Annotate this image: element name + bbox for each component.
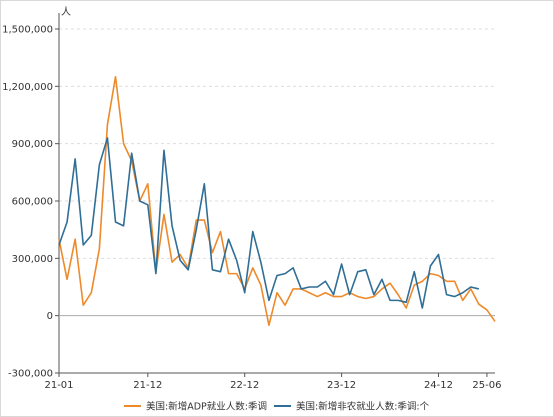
x-tick-labels: 21-01 21-12 22-12 23-12 24-12 25-06 [44,373,501,391]
y-tick-label: 300,000 [12,254,53,265]
y-tick-label: 900,000 [12,139,53,150]
y-tick-label: -300,000 [8,369,53,380]
x-tick-label: 23-12 [327,380,356,391]
x-tick-label: 24-12 [424,380,453,391]
legend-label-adp: 美国:新增ADP就业人数:季调 [146,401,267,413]
gridlines [55,28,495,374]
legend: 美国:新增ADP就业人数:季调 美国:新增非农就业人数:季调:个 [124,401,430,413]
legend-item-adp[interactable]: 美国:新增ADP就业人数:季调 [124,401,267,413]
series-line-nonfarm [58,137,480,309]
x-tick-label: 21-01 [44,380,73,391]
x-tick-label: 25-06 [472,380,501,391]
y-tick-label: 600,000 [12,197,53,208]
legend-item-nonfarm[interactable]: 美国:新增非农就业人数:季调:个 [274,401,430,413]
legend-label-nonfarm: 美国:新增非农就业人数:季调:个 [296,401,430,413]
axes [58,13,495,374]
x-tick-label: 21-12 [133,380,162,391]
y-tick-label: 0 [47,311,53,322]
y-tick-label: 1,200,000 [2,82,53,93]
series-line-adp [58,75,496,327]
y-unit-label: 人 [61,6,71,18]
series-lines [58,75,496,327]
y-tick-label: 1,500,000 [2,25,53,36]
x-tick-label: 22-12 [230,380,259,391]
y-tick-labels: 1,500,000 1,200,000 900,000 600,000 300,000 0… [2,25,53,380]
